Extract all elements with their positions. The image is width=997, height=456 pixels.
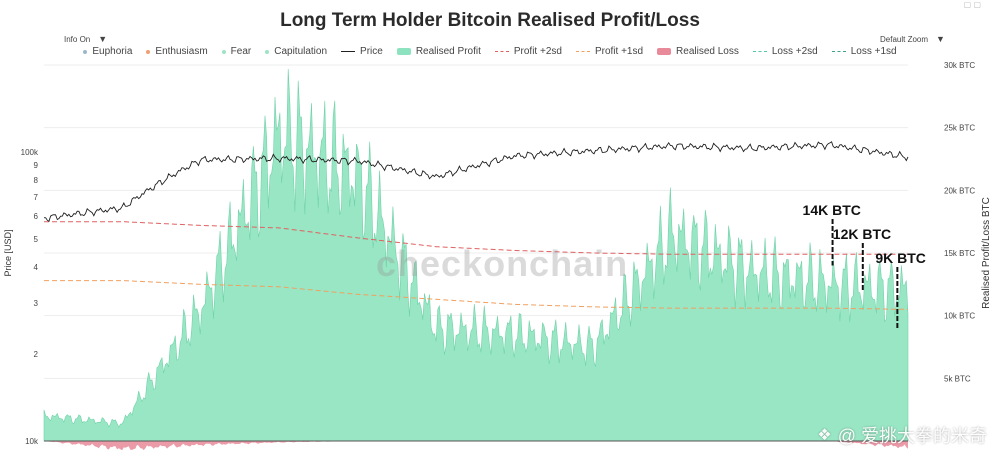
legend-label: Realised Profit (415, 46, 481, 57)
left-axis-tick-label: 2 (34, 350, 39, 359)
legend-item-realised-loss[interactable]: Realised Loss (657, 46, 739, 57)
watermark-text: checkonchain (376, 243, 629, 284)
legend-swatch (657, 48, 672, 55)
chevron-down-icon: ▼ (98, 34, 108, 44)
right-axis-tick-label: 30k BTC (944, 61, 975, 70)
left-axis-title: Price [USD] (3, 229, 13, 276)
source-stamp: ❖ @ 爱挑大拳的米奇 (817, 422, 987, 448)
left-axis-tick-label: 9 (34, 161, 39, 170)
legend-swatch (575, 51, 590, 52)
zoom-select-label: Default Zoom (880, 35, 929, 44)
chart-menu-icon[interactable]: ▢ ▢ (963, 0, 981, 9)
legend-item-fear[interactable]: Fear (221, 46, 252, 57)
legend-label: Loss +2sd (771, 46, 818, 57)
legend-item-capitulation[interactable]: Capitulation (265, 46, 327, 57)
legend-item-profit-1sd[interactable]: Profit +1sd (575, 46, 644, 57)
info-toggle-label: Info On (64, 35, 91, 44)
right-axis-tick-label: 10k BTC (944, 312, 975, 321)
legend-label: Loss +1sd (850, 46, 897, 57)
legend-swatch (494, 51, 509, 52)
legend-label: Capitulation (274, 46, 328, 57)
legend-swatch (83, 49, 88, 54)
stamp-text: @ 爱挑大拳的米奇 (837, 426, 987, 446)
right-axis-tick-label: 20k BTC (944, 186, 975, 195)
legend-swatch (831, 51, 846, 52)
left-axis-tick-label: 3 (34, 299, 39, 308)
legend-swatch (752, 51, 767, 52)
right-axis-tick-label: 5k BTC (944, 374, 971, 383)
left-axis-tick-label: 8 (34, 176, 39, 185)
realised-loss-area (44, 441, 908, 451)
chevron-down-icon: ▼ (936, 34, 945, 44)
legend-item-realised-profit[interactable]: Realised Profit (396, 46, 481, 57)
legend-swatch (341, 51, 356, 52)
annotation-label: 12K BTC (833, 226, 891, 242)
price-line (43, 141, 909, 223)
legend-label: Realised Loss (676, 46, 739, 57)
legend-swatch (146, 49, 151, 54)
left-axis-tick-label: 6 (34, 212, 39, 221)
legend-label: Profit +1sd (594, 46, 644, 57)
realised-profit-area (43, 68, 909, 442)
left-axis-tick-label: 7 (34, 193, 39, 202)
left-axis-tick-label: 100k (21, 148, 39, 157)
legend-label: Enthusiasm (155, 46, 208, 57)
legend-item-price[interactable]: Price (341, 46, 383, 57)
left-axis-tick-label: 5 (34, 235, 39, 244)
right-axis-tick-label: 15k BTC (944, 249, 975, 258)
legend-label: Fear (230, 46, 252, 57)
legend-label: Euphoria (92, 46, 133, 57)
legend-item-profit-2sd[interactable]: Profit +2sd (494, 46, 562, 57)
legend-label: Profit +2sd (513, 46, 562, 57)
zoom-select[interactable]: Default Zoom ▼ (880, 34, 945, 44)
annotation-label: 9K BTC (875, 250, 926, 266)
legend-swatch (396, 48, 411, 55)
legend: Euphoria Enthusiasm Fear Capitulation Price R… (0, 46, 980, 57)
legend-item-enthusiasm[interactable]: Enthusiasm (146, 46, 208, 57)
left-axis-tick-label: 10k (25, 437, 39, 446)
right-axis-tick-label: 25k BTC (944, 124, 975, 133)
info-toggle[interactable]: Info On ▼ (64, 34, 107, 44)
platform-logo-icon: ❖ (817, 427, 832, 444)
profit-1sd-line (44, 280, 908, 310)
legend-label: Price (360, 46, 383, 57)
annotation-label: 14K BTC (803, 202, 861, 218)
legend-item-euphoria[interactable]: Euphoria (83, 46, 132, 57)
profit-2sd-line (44, 221, 908, 255)
legend-item-loss-1sd[interactable]: Loss +1sd (831, 46, 897, 57)
right-axis-title: Realised Profit/Loss BTC (981, 197, 992, 309)
legend-item-loss-2sd[interactable]: Loss +2sd (752, 46, 818, 57)
left-axis-tick-label: 4 (34, 263, 39, 272)
chart-title: Long Term Holder Bitcoin Realised Profit… (280, 10, 700, 31)
legend-swatch (221, 49, 226, 54)
legend-swatch (265, 49, 270, 54)
